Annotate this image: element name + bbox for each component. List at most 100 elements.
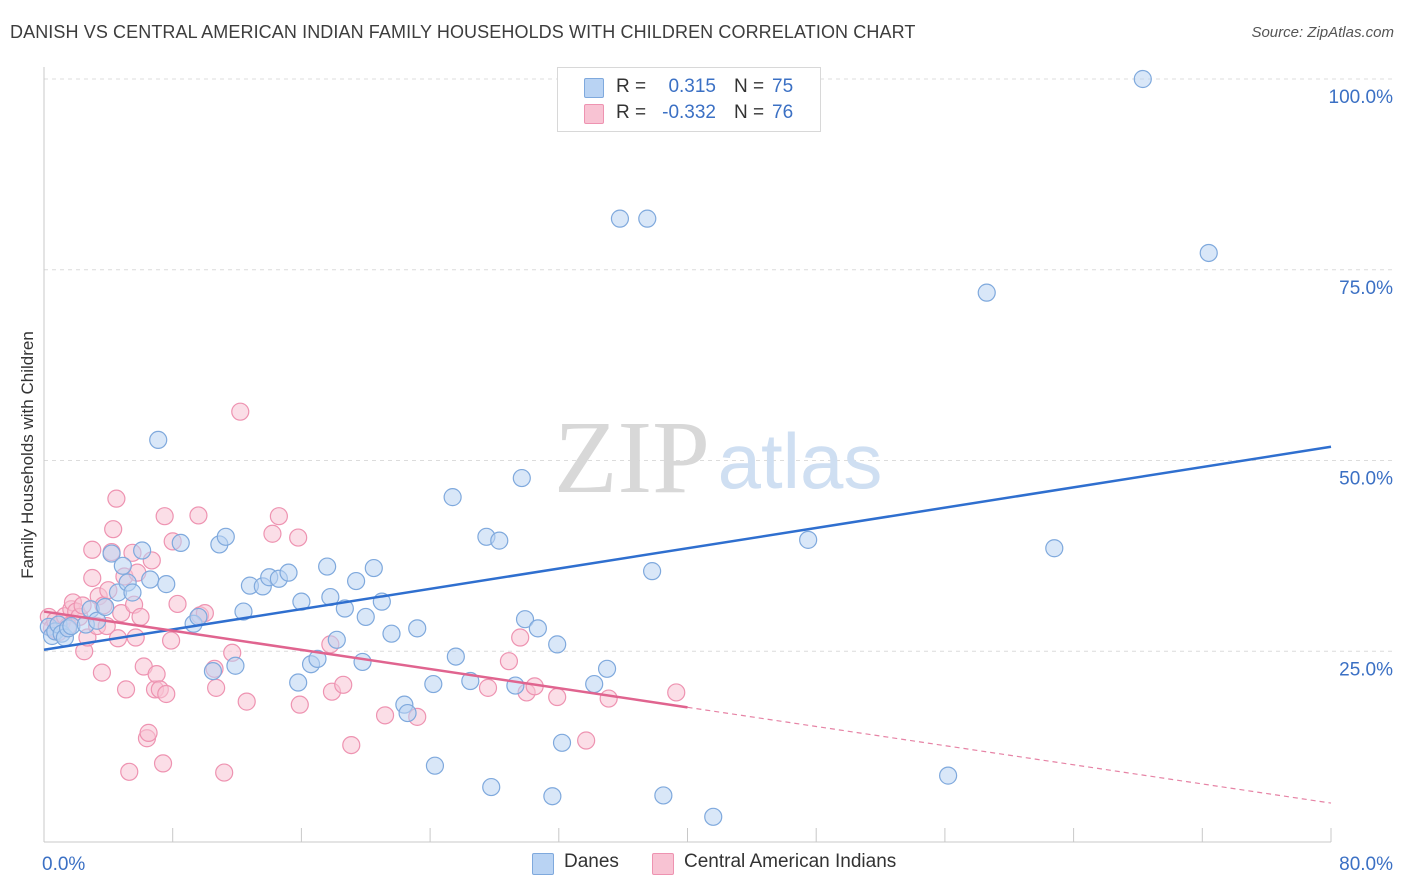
danes-point <box>96 597 115 617</box>
cai-point <box>334 675 353 694</box>
danes-point <box>799 530 818 549</box>
danes-point <box>512 468 531 488</box>
danes-point <box>443 488 462 507</box>
danes-point <box>408 619 427 638</box>
series-legend: Danes Central American Indians <box>0 851 1406 879</box>
n-value: 75 <box>772 76 794 97</box>
cai-point <box>157 684 176 704</box>
plot-grid <box>44 78 1393 652</box>
legend-row-danes: R = 0.315 N = 75 <box>558 76 820 102</box>
cai-point <box>83 540 102 559</box>
cai-trend-extension <box>687 706 1332 804</box>
danes-point <box>939 766 958 785</box>
cai-point <box>231 402 250 421</box>
points-danes <box>39 69 1218 826</box>
cai-point <box>237 692 256 711</box>
danes-point <box>597 659 617 678</box>
danes-point <box>234 602 253 621</box>
y-tick-label: 50.0% <box>1339 469 1393 490</box>
cai-point <box>548 687 567 707</box>
cai-point <box>120 762 139 781</box>
danes-legend-swatch <box>532 853 554 875</box>
danes-point <box>610 209 630 228</box>
y-axis-label-wrap: Family Households with Children <box>18 331 38 579</box>
danes-point <box>977 283 996 302</box>
cai-point <box>107 489 126 508</box>
danes-point <box>1199 243 1218 263</box>
danes-point <box>364 558 383 578</box>
y-tick-labels: 25.0% 50.0% 75.0% 100.0% <box>1329 87 1394 680</box>
n-label: N = <box>734 102 765 123</box>
watermark-atlas: atlas <box>718 417 883 505</box>
cai-point <box>139 723 158 742</box>
danes-point <box>279 563 298 582</box>
cai-point <box>131 607 150 627</box>
danes-point <box>318 557 337 576</box>
watermark-zip: ZIP <box>554 400 710 515</box>
cai-trend-line <box>43 610 688 709</box>
danes-point <box>1045 539 1064 558</box>
legend-label-cai: Central American Indians <box>684 851 897 872</box>
cai-point <box>153 754 173 773</box>
danes-point <box>643 562 662 581</box>
cai-point <box>168 594 187 614</box>
danes-point <box>157 575 176 594</box>
cai-point <box>290 695 309 714</box>
r-value: 0.315 <box>668 76 716 97</box>
danes-point <box>289 673 308 692</box>
cai-swatch <box>584 104 604 124</box>
cai-point <box>342 735 361 755</box>
cai-point <box>215 763 234 782</box>
trend-lines <box>43 445 1332 804</box>
cai-point <box>599 689 618 708</box>
x-tick-labels: 0.0% 80.0% <box>42 854 1393 875</box>
cai-point <box>155 507 174 526</box>
danes-point <box>548 635 567 654</box>
danes-point <box>102 544 121 563</box>
danes-point <box>226 656 245 675</box>
cai-point <box>375 706 395 725</box>
danes-point <box>335 599 354 618</box>
n-value: 76 <box>772 102 794 123</box>
y-tick-label: 25.0% <box>1339 659 1393 680</box>
cai-point <box>263 524 282 543</box>
danes-point <box>1133 69 1152 89</box>
cai-point <box>511 628 530 647</box>
y-axis-label: Family Households with Children <box>18 331 37 579</box>
cai-point <box>104 520 123 539</box>
r-label: R = <box>616 76 647 97</box>
danes-point <box>149 430 168 449</box>
cai-point <box>112 603 131 623</box>
axes <box>43 67 1332 843</box>
cai-point <box>116 680 136 699</box>
legend-row-cai: R = -0.332 N = 76 <box>558 102 820 128</box>
legend-label-danes: Danes <box>564 851 619 872</box>
danes-point <box>382 624 401 643</box>
danes-point <box>490 531 509 550</box>
danes-trend-line <box>43 445 1332 651</box>
y-tick-label: 75.0% <box>1339 278 1393 299</box>
danes-point <box>171 533 190 553</box>
cai-point <box>577 731 596 750</box>
danes-point <box>482 777 501 797</box>
n-label: N = <box>734 76 765 97</box>
danes-point <box>543 787 562 806</box>
cai-point <box>289 528 308 547</box>
cai-point <box>499 652 519 671</box>
danes-point <box>123 583 142 602</box>
danes-point <box>704 807 723 826</box>
danes-point <box>189 607 208 627</box>
danes-point <box>308 649 327 668</box>
danes-point <box>216 527 235 546</box>
danes-point <box>203 661 223 681</box>
r-value: -0.332 <box>662 102 716 123</box>
danes-point <box>353 652 372 672</box>
source-label: Source: ZipAtlas.com <box>1251 24 1394 41</box>
danes-point <box>141 570 160 589</box>
danes-swatch <box>584 78 604 98</box>
chart-title: DANISH VS CENTRAL AMERICAN INDIAN FAMILY… <box>10 22 916 42</box>
danes-point <box>638 209 657 228</box>
cai-point <box>667 683 686 702</box>
x-tick-label: 0.0% <box>42 854 85 875</box>
